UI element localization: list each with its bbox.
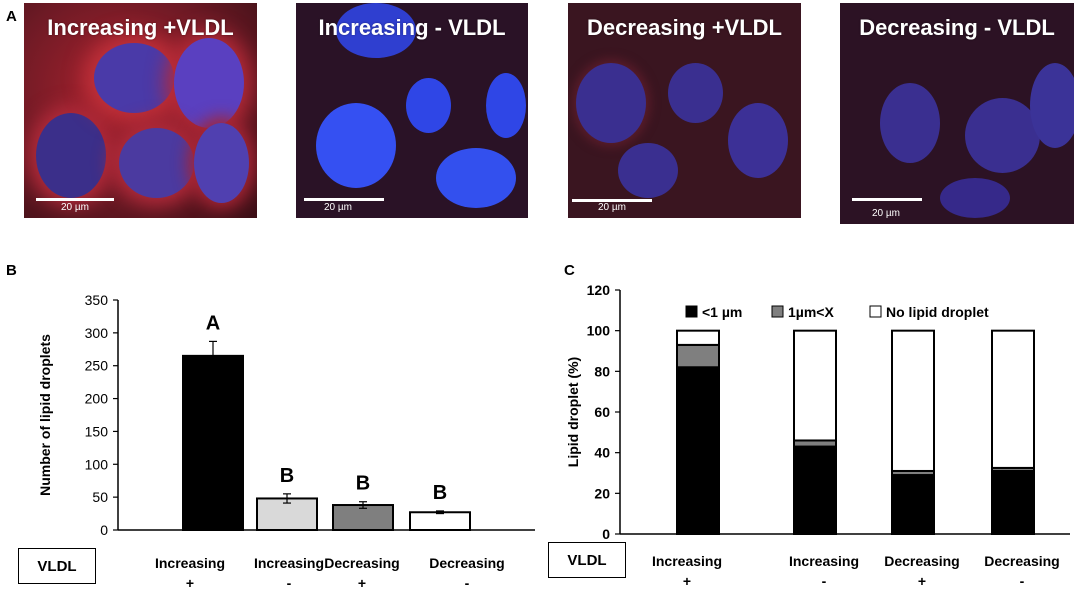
y-axis-label: Number of lipid droplets bbox=[37, 334, 53, 496]
y-tick-label: 200 bbox=[85, 391, 109, 407]
stacked-segment bbox=[891, 474, 935, 536]
legend-swatch bbox=[771, 305, 784, 318]
legend-swatch bbox=[869, 305, 882, 318]
stacked-segment bbox=[891, 329, 935, 472]
micrograph-caption: Decreasing - VLDL bbox=[859, 15, 1055, 40]
micrograph-caption: Increasing - VLDL bbox=[318, 15, 506, 40]
legend-label: <1 µm bbox=[702, 304, 742, 320]
micrograph-increasing-plus-vldl: Increasing +VLDL 20 µm bbox=[24, 3, 257, 218]
significance-letter: B bbox=[280, 465, 294, 487]
panel-c-letter: C bbox=[564, 262, 575, 279]
micrograph-caption: Decreasing +VLDL bbox=[586, 15, 782, 40]
stacked-segment bbox=[676, 329, 720, 346]
scale-label: 20 µm bbox=[598, 202, 626, 213]
x-tick-label: Increasing bbox=[254, 555, 324, 571]
vldl-sign: - bbox=[1020, 573, 1025, 589]
stacked-segment bbox=[676, 343, 720, 369]
bar bbox=[182, 354, 244, 531]
vldl-sign: + bbox=[918, 573, 926, 589]
vldl-sign: + bbox=[683, 573, 691, 589]
x-tick-label: Decreasing bbox=[984, 553, 1059, 569]
legend-label: No lipid droplet bbox=[886, 304, 989, 320]
bar bbox=[409, 511, 471, 531]
y-tick-label: 150 bbox=[85, 423, 109, 439]
stacked-segment bbox=[793, 329, 837, 442]
stacked-segment bbox=[991, 469, 1035, 535]
significance-letter: A bbox=[206, 312, 220, 334]
scale-label: 20 µm bbox=[61, 202, 89, 213]
x-tick-label: Increasing bbox=[789, 553, 859, 569]
significance-letter: B bbox=[356, 473, 370, 495]
x-tick-label: Decreasing bbox=[429, 555, 504, 571]
vldl-sign: - bbox=[287, 575, 292, 591]
y-axis-label: Lipid droplet (%) bbox=[565, 357, 581, 467]
legend-swatch bbox=[685, 305, 698, 318]
y-tick-label: 40 bbox=[594, 445, 610, 461]
y-tick-label: 50 bbox=[92, 489, 108, 505]
stacked-segment bbox=[991, 329, 1035, 469]
scale-bar bbox=[304, 198, 384, 201]
y-tick-label: 250 bbox=[85, 358, 109, 374]
legend-label: 1µm<X bbox=[788, 304, 834, 320]
y-tick-label: 350 bbox=[85, 292, 109, 308]
significance-letter: B bbox=[433, 482, 447, 504]
scale-bar bbox=[572, 199, 652, 202]
vldl-sign: + bbox=[358, 575, 366, 591]
y-tick-label: 20 bbox=[594, 485, 610, 501]
vldl-label-c: VLDL bbox=[548, 542, 626, 578]
stacked-segment bbox=[793, 445, 837, 535]
stacked-segment bbox=[676, 366, 720, 536]
vldl-sign: - bbox=[822, 573, 827, 589]
y-tick-label: 80 bbox=[594, 363, 610, 379]
scale-label: 20 µm bbox=[324, 202, 352, 213]
chart-c: 0 20 40 60 80 100 120 Lipid droplet (%) <1 µm 1µm… bbox=[565, 282, 1070, 589]
vldl-sign: - bbox=[465, 575, 470, 591]
y-tick-label: 100 bbox=[85, 456, 109, 472]
x-tick-label: Increasing bbox=[652, 553, 722, 569]
x-tick-label: Decreasing bbox=[884, 553, 959, 569]
scale-bar bbox=[852, 198, 922, 201]
y-tick-label: 100 bbox=[587, 323, 611, 339]
panel-b-letter: B bbox=[6, 262, 17, 279]
y-tick-label: 300 bbox=[85, 325, 109, 341]
x-tick-label: Increasing bbox=[155, 555, 225, 571]
chart-b: 0 50 100 150 200 250 300 350 Number of lipid dro… bbox=[37, 292, 535, 591]
scale-bar bbox=[36, 198, 114, 201]
y-tick-label: 0 bbox=[100, 522, 108, 538]
y-tick-label: 120 bbox=[587, 282, 611, 298]
y-tick-label: 60 bbox=[594, 404, 610, 420]
micrograph-decreasing-minus-vldl: Decreasing - VLDL 20 µm bbox=[840, 3, 1074, 224]
vldl-label-b: VLDL bbox=[18, 548, 96, 584]
panel-a-letter: A bbox=[6, 8, 17, 25]
micrograph-decreasing-plus-vldl: Decreasing +VLDL 20 µm bbox=[568, 3, 801, 218]
scale-label: 20 µm bbox=[872, 208, 900, 219]
x-tick-label: Decreasing bbox=[324, 555, 399, 571]
y-tick-label: 0 bbox=[602, 526, 610, 542]
bar bbox=[256, 497, 318, 531]
micrograph-increasing-minus-vldl: Increasing - VLDL 20 µm bbox=[296, 3, 528, 218]
micrograph-caption: Increasing +VLDL bbox=[47, 15, 234, 40]
vldl-sign: + bbox=[186, 575, 194, 591]
